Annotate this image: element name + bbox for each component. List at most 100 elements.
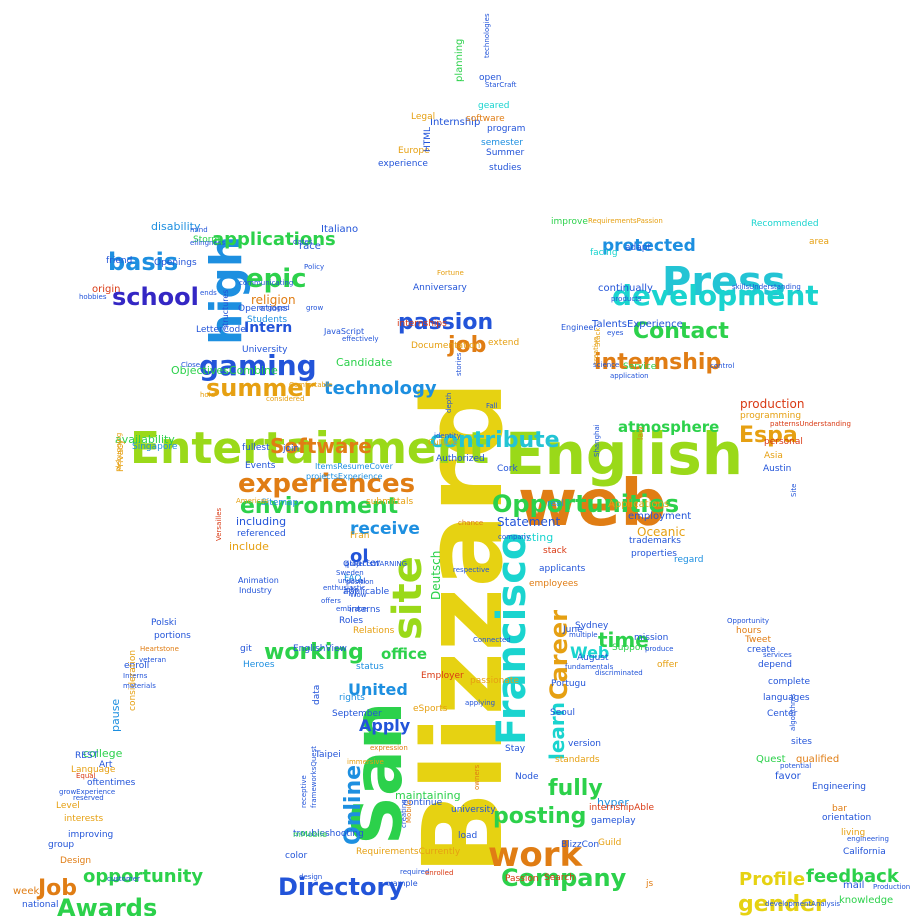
word: BlizzCon xyxy=(561,840,600,850)
word: September xyxy=(332,709,382,719)
word: passionate xyxy=(470,676,519,686)
word: identity xyxy=(434,432,461,440)
word: join xyxy=(283,444,300,454)
word: color xyxy=(285,851,308,861)
word: referenced xyxy=(237,529,286,539)
word: hold xyxy=(200,391,216,399)
word: Search xyxy=(544,873,575,883)
word: load xyxy=(458,831,478,841)
word: mission xyxy=(634,633,669,643)
word: services xyxy=(763,651,792,659)
word: experience xyxy=(378,159,428,169)
word: languages xyxy=(763,693,810,703)
word: applicable xyxy=(343,587,390,597)
word: Policy xyxy=(304,263,325,271)
word: xample xyxy=(388,879,418,888)
word: Support xyxy=(612,643,648,653)
word: Roles xyxy=(339,616,364,626)
word: Opportunities xyxy=(492,490,680,518)
word: status xyxy=(356,662,384,672)
word: Americas xyxy=(236,497,269,505)
word: ends xyxy=(200,289,217,297)
word: Students xyxy=(247,315,288,325)
word: consideration xyxy=(128,649,138,711)
word: application xyxy=(610,372,649,380)
word: hobbies xyxy=(79,293,107,301)
word: owners xyxy=(473,764,481,790)
word: Directory xyxy=(278,873,404,901)
word: JavaScript xyxy=(324,327,365,336)
word: Culture xyxy=(428,438,458,447)
word: fundamentals xyxy=(565,663,614,671)
word: Applications xyxy=(608,499,670,510)
word: Storm xyxy=(193,235,221,245)
word: communicating xyxy=(239,279,294,287)
word: required xyxy=(400,868,430,876)
word: adapt xyxy=(625,243,651,253)
word: Employer xyxy=(421,671,464,681)
word: Opportunity xyxy=(727,617,770,625)
word: contribute xyxy=(430,428,560,453)
word: hyper xyxy=(597,796,629,809)
word: standards xyxy=(555,755,600,765)
word: company xyxy=(498,533,531,541)
word: projectsExperience xyxy=(306,472,383,481)
word: group xyxy=(48,840,75,850)
word: technology xyxy=(324,378,437,399)
word: job xyxy=(448,333,487,358)
word: internshipAble xyxy=(589,803,655,813)
word: technologies xyxy=(483,13,491,58)
word: opportunity xyxy=(83,866,204,887)
word: Web xyxy=(570,643,610,662)
word: Production xyxy=(873,883,911,891)
word: Software xyxy=(270,434,372,458)
word: Awards xyxy=(57,894,158,916)
word: existing xyxy=(510,531,554,544)
word: atmosphere xyxy=(618,418,720,436)
word: create xyxy=(747,645,776,655)
word: enrolled xyxy=(425,869,454,877)
word: Recommended xyxy=(751,219,819,229)
word: oftentimes xyxy=(87,778,136,788)
word: respective xyxy=(453,566,490,574)
word: algorithms xyxy=(789,693,797,731)
word: Close xyxy=(181,361,201,369)
word: troubleshooting xyxy=(293,829,364,839)
word: pause xyxy=(109,698,122,732)
word: gender xyxy=(738,892,826,916)
word: race xyxy=(299,241,321,252)
word: version xyxy=(568,739,601,749)
word: Entertainment xyxy=(130,423,490,474)
word: discriminated xyxy=(595,669,643,677)
word: programming xyxy=(740,411,802,421)
word: skillsUnderstanding xyxy=(732,283,801,291)
word: Anniversary xyxy=(413,283,467,293)
word: design xyxy=(299,873,323,881)
word: national xyxy=(22,900,59,910)
word: mMobile xyxy=(293,830,328,839)
word: potential xyxy=(780,762,812,770)
word: Site xyxy=(790,483,798,497)
word: considered xyxy=(266,395,305,403)
word: fullest xyxy=(242,443,270,453)
word: employees xyxy=(529,579,579,589)
word: Animation xyxy=(238,576,279,585)
word: passion xyxy=(398,310,494,335)
word: creating xyxy=(400,799,408,828)
word: August xyxy=(577,653,609,663)
word: growExperience xyxy=(59,788,116,796)
word: Tweet xyxy=(745,635,771,645)
word: law xyxy=(636,426,645,440)
word: employment xyxy=(628,511,692,522)
word: ellingness xyxy=(190,239,226,247)
word: Interns xyxy=(123,672,148,680)
word: area xyxy=(809,237,830,247)
word: Relations xyxy=(353,626,395,636)
word: feedback xyxy=(806,866,899,887)
word: Art xyxy=(99,760,113,770)
word: Openings xyxy=(154,258,197,268)
word: submittals xyxy=(366,497,414,507)
word: weeks xyxy=(13,886,45,897)
word: mind xyxy=(190,226,208,234)
word: eSports xyxy=(413,704,448,714)
